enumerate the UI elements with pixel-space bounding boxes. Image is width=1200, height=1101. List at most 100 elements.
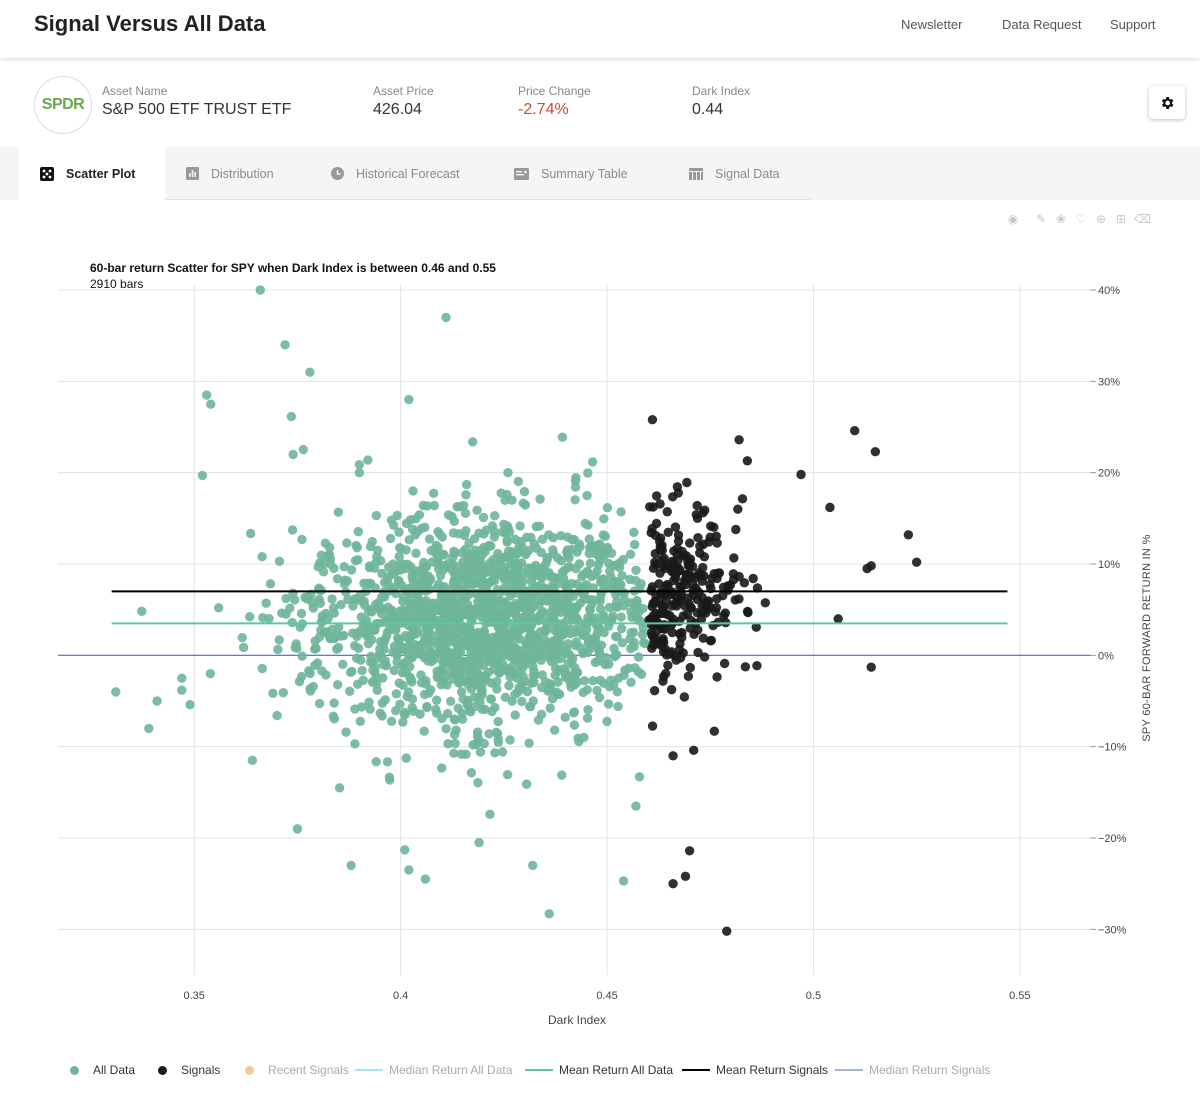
signal-point — [698, 508, 708, 518]
all-data-point — [612, 631, 622, 642]
x-axis-label: Dark Index — [548, 1013, 607, 1027]
all-data-point — [332, 644, 342, 654]
y-tick-label: −10% — [1098, 742, 1127, 754]
tab-summary-table[interactable]: Summary Table — [514, 147, 628, 200]
signal-point — [655, 499, 665, 509]
all-data-point — [372, 545, 383, 556]
all-data-point — [453, 646, 463, 656]
all-data-point — [290, 595, 300, 605]
all-data-point — [462, 599, 473, 610]
all-data-point — [560, 712, 570, 723]
all-data-point — [341, 727, 351, 737]
signal-point — [665, 610, 675, 621]
all-data-point — [355, 716, 366, 726]
legend-item-median-return-signals[interactable]: Median Return Signals — [835, 1063, 990, 1077]
all-data-point — [422, 701, 432, 712]
heart-icon[interactable]: ♡ — [1075, 212, 1087, 226]
tab-historical-forecast[interactable]: Historical Forecast — [331, 147, 460, 200]
scatter-chart[interactable]: 0.35 0.4 0.45 0.5 0.55 40% 30% 20% 10% 0% −10% −20%… — [0, 200, 1200, 1050]
all-data-point — [377, 698, 388, 708]
all-data-point — [577, 571, 587, 582]
camera-icon[interactable]: ◉ — [1007, 212, 1019, 226]
all-data-point — [432, 583, 442, 593]
plus-circle-icon[interactable]: ⊕ — [1095, 212, 1107, 226]
all-data-point — [493, 643, 503, 653]
all-data-point — [475, 545, 485, 556]
all-data-point — [350, 739, 360, 749]
all-data-point — [458, 638, 468, 648]
price-change-value: -2.74% — [518, 101, 569, 118]
all-data-point — [321, 627, 331, 637]
signal-point — [666, 647, 677, 657]
tab-distribution[interactable]: Distribution — [186, 147, 274, 200]
legend-item-recent-signals[interactable]: Recent Signals — [245, 1063, 349, 1077]
legend-item-median-return-all-data[interactable]: Median Return All Data — [355, 1063, 512, 1077]
all-data-point — [536, 547, 546, 558]
all-data-point — [486, 694, 496, 704]
all-data-point — [571, 637, 582, 647]
nav-link-data-request[interactable]: Data Request — [1002, 17, 1082, 32]
lasso-icon[interactable]: ❀ — [1055, 212, 1067, 226]
all-data-point — [418, 500, 429, 511]
legend-marker-icon — [158, 1065, 167, 1075]
all-data-point — [424, 534, 435, 544]
all-data-point — [417, 639, 427, 649]
all-data-point — [400, 845, 410, 855]
all-data-point — [365, 541, 376, 552]
nav-link-support[interactable]: Support — [1110, 17, 1156, 32]
all-data-point — [484, 590, 494, 601]
tab-signal-data[interactable]: Signal Data — [689, 147, 780, 200]
signal-point — [657, 555, 667, 565]
signal-point — [670, 522, 681, 532]
all-data-point — [581, 624, 592, 634]
chart-modebar: ◉ ✎ ❀ ♡ ⊕ ⊞ ⌫ — [1006, 212, 1151, 228]
all-data-point — [570, 667, 581, 677]
all-data-point — [352, 679, 363, 689]
all-data-point — [579, 675, 590, 686]
all-data-point — [339, 561, 349, 572]
all-data-point — [513, 476, 524, 487]
pencil-icon[interactable]: ✎ — [1035, 212, 1047, 226]
all-data-point — [439, 585, 450, 595]
legend-item-mean-return-all-data[interactable]: Mean Return All Data — [525, 1063, 673, 1077]
all-data-point — [617, 570, 627, 581]
all-data-point — [398, 717, 408, 727]
all-data-point — [588, 617, 599, 627]
all-data-point — [392, 510, 402, 521]
settings-button[interactable] — [1149, 86, 1185, 119]
y-tick-label: 10% — [1098, 559, 1120, 571]
legend-item-signals[interactable]: Signals — [158, 1063, 220, 1077]
all-data-point — [629, 539, 640, 550]
eraser-icon[interactable]: ⌫ — [1134, 212, 1151, 226]
signal-point — [666, 684, 677, 695]
tab-scatter-plot[interactable]: Scatter Plot — [19, 147, 165, 200]
all-data-point — [579, 594, 589, 605]
plus-square-icon[interactable]: ⊞ — [1115, 212, 1127, 226]
signal-point — [734, 435, 744, 445]
all-data-point — [417, 568, 428, 579]
all-data-point — [391, 689, 402, 699]
all-data-point — [348, 601, 358, 611]
signal-point — [733, 504, 743, 514]
all-data-point — [205, 668, 216, 679]
legend-item-mean-return-signals[interactable]: Mean Return Signals — [682, 1063, 828, 1077]
all-data-point — [520, 548, 531, 558]
all-data-point — [265, 579, 276, 589]
legend-item-all-data[interactable]: All Data — [70, 1063, 135, 1077]
all-data-point — [489, 532, 500, 542]
signal-point — [697, 592, 707, 603]
all-data-point — [426, 545, 436, 556]
all-data-point — [454, 668, 465, 678]
all-data-point — [464, 643, 475, 653]
all-data-point — [419, 726, 429, 736]
signal-point — [683, 671, 694, 681]
all-data-point — [564, 649, 574, 660]
all-data-point — [587, 457, 598, 467]
signal-point — [708, 620, 718, 631]
all-data-point — [451, 591, 461, 602]
all-data-point — [319, 558, 329, 569]
signal-point — [692, 607, 702, 618]
all-data-point — [472, 505, 482, 515]
nav-link-newsletter[interactable]: Newsletter — [901, 17, 963, 32]
signal-point — [685, 538, 695, 548]
